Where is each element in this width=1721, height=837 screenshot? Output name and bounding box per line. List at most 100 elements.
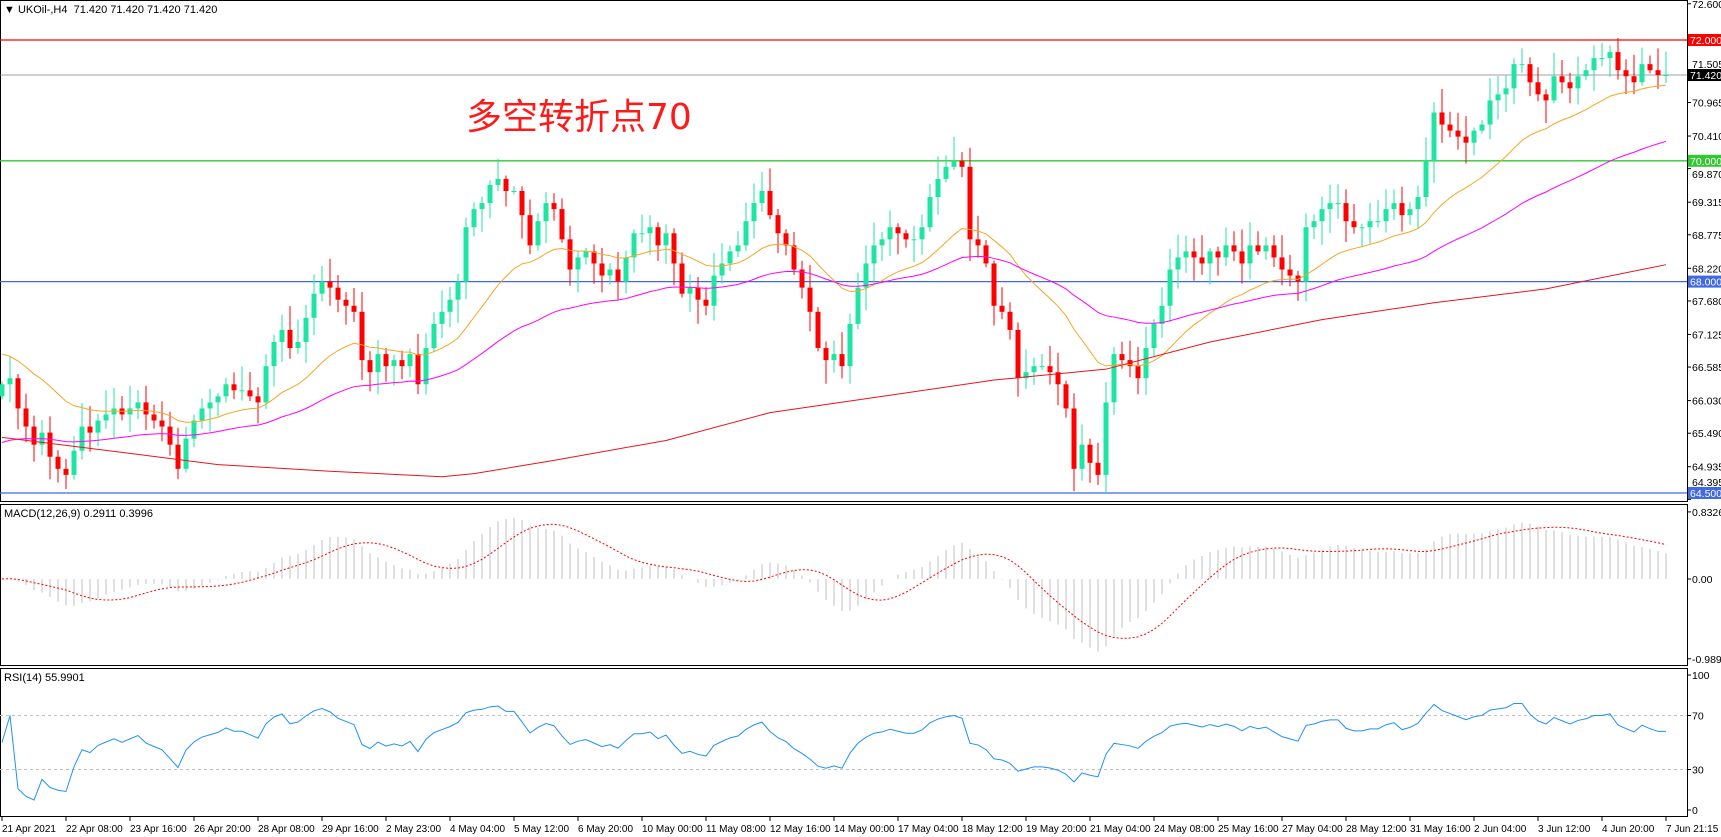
candle xyxy=(1015,322,1021,397)
candle-body xyxy=(199,408,205,421)
candle-body xyxy=(351,305,357,312)
candle xyxy=(1375,199,1381,228)
candle-body xyxy=(79,426,85,451)
time-label: 3 Jun 12:00 xyxy=(1538,824,1591,835)
candle xyxy=(95,413,101,447)
candle-body xyxy=(327,281,333,288)
candle-body xyxy=(879,239,885,246)
candle-body xyxy=(455,281,461,300)
candle xyxy=(1127,340,1133,378)
candle-body xyxy=(391,360,397,367)
candle xyxy=(767,168,773,220)
candle-body xyxy=(1527,64,1533,83)
candle-body xyxy=(943,166,949,179)
candle xyxy=(127,385,133,432)
candle-body xyxy=(1655,70,1661,76)
candle xyxy=(1135,346,1141,395)
candle xyxy=(23,393,29,443)
candle xyxy=(487,180,493,219)
candle xyxy=(1287,254,1293,287)
candle-body xyxy=(567,239,573,270)
bid-label: 71.420 xyxy=(1690,70,1721,82)
candle-body xyxy=(1591,58,1597,71)
candle-body xyxy=(839,354,845,367)
candle-body xyxy=(1231,245,1237,252)
candle xyxy=(711,252,717,321)
candle xyxy=(1559,59,1565,94)
candle xyxy=(247,372,253,402)
triangle-down-icon[interactable]: ▼ xyxy=(4,4,18,16)
candle-body xyxy=(1551,76,1557,101)
candle-body xyxy=(1135,366,1141,379)
candle xyxy=(839,332,845,379)
candle xyxy=(1095,442,1101,485)
candle-body xyxy=(1327,203,1333,210)
candle-body xyxy=(1335,203,1341,205)
price-tick-label: 66.030 xyxy=(1692,396,1721,408)
candle xyxy=(575,250,581,293)
candle xyxy=(1103,381,1109,493)
candle-body xyxy=(815,311,821,349)
candle xyxy=(607,263,613,285)
candle-body xyxy=(1303,227,1309,282)
candle-body xyxy=(407,354,413,367)
time-label: 23 Apr 16:00 xyxy=(130,824,187,835)
time-label: 2 Jun 04:00 xyxy=(1474,824,1527,835)
candle xyxy=(1391,189,1397,220)
candle xyxy=(647,215,653,255)
candle xyxy=(1247,222,1253,280)
candle-body xyxy=(415,354,421,385)
candle xyxy=(1431,102,1437,183)
candle xyxy=(159,401,165,442)
candle xyxy=(239,366,245,401)
candle-body xyxy=(895,227,901,234)
candle-body xyxy=(695,287,701,300)
candle xyxy=(807,264,813,332)
candle-body xyxy=(1359,227,1365,229)
candle xyxy=(1071,393,1077,492)
candle xyxy=(1407,202,1413,225)
candle xyxy=(1191,238,1197,281)
price-line-label: 68.000 xyxy=(1690,277,1721,289)
candle xyxy=(319,265,325,302)
candle-body xyxy=(999,305,1005,312)
candle-body xyxy=(967,166,973,240)
candle-body xyxy=(71,450,77,475)
candle-body xyxy=(711,275,717,306)
candle xyxy=(559,198,565,243)
candle xyxy=(103,390,109,429)
candle-body xyxy=(471,209,477,228)
candle xyxy=(1623,59,1629,95)
candle xyxy=(671,228,677,286)
price-tick-label: 68.775 xyxy=(1692,230,1721,242)
candle xyxy=(415,333,421,395)
time-label: 4 Jun 20:00 xyxy=(1602,824,1655,835)
price-tick-label: 69.870 xyxy=(1692,169,1721,181)
candle xyxy=(983,240,989,268)
candle xyxy=(359,291,365,381)
candle xyxy=(1295,270,1301,301)
candle xyxy=(199,398,205,429)
rsi-label: RSI(14) 55.9901 xyxy=(4,672,85,684)
candle-body xyxy=(1191,251,1197,258)
candle-body xyxy=(255,396,261,403)
candle xyxy=(1231,231,1237,262)
candle-body xyxy=(1287,269,1293,276)
candle xyxy=(1047,345,1053,385)
candle xyxy=(1439,88,1445,143)
candle xyxy=(423,333,429,395)
candle-body xyxy=(135,402,141,409)
candle-body xyxy=(1519,64,1525,66)
candle-body xyxy=(727,251,733,264)
price-tick-label: 72.600 xyxy=(1692,0,1721,11)
candle xyxy=(695,277,701,324)
candle-body xyxy=(551,203,557,210)
candle-body xyxy=(831,354,837,361)
price-tick-label: 64.935 xyxy=(1692,462,1721,474)
candle-body xyxy=(151,414,157,421)
candle-body xyxy=(983,245,989,264)
candle-body xyxy=(951,160,957,167)
time-label: 19 May 20:00 xyxy=(1026,824,1087,835)
candle xyxy=(943,155,949,183)
